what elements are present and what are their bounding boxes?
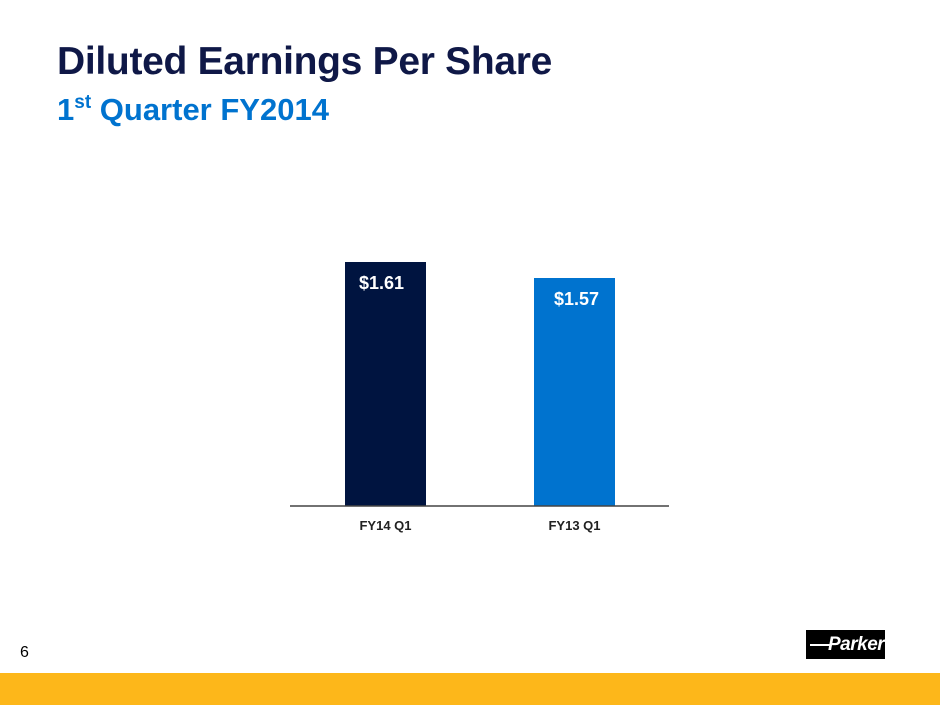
slide-subtitle: 1st Quarter FY2014 (57, 92, 329, 128)
x-tick-label-1: FY13 Q1 (548, 518, 600, 533)
x-tick-label-0: FY14 Q1 (359, 518, 411, 533)
subtitle-ordinal: 1 (57, 92, 75, 127)
data-label-0: $1.61 (359, 273, 404, 293)
slide-title: Diluted Earnings Per Share (57, 40, 553, 83)
subtitle-suffix: st (74, 92, 92, 113)
bar-0 (345, 262, 426, 506)
footer-bar (0, 673, 940, 705)
bar-1 (534, 278, 615, 506)
data-label-1: $1.57 (554, 289, 599, 309)
parker-logo: Parker (806, 630, 885, 659)
subtitle-rest: Quarter FY2014 (91, 92, 329, 127)
logo-text: Parker (828, 634, 885, 655)
page-number: 6 (20, 644, 29, 661)
